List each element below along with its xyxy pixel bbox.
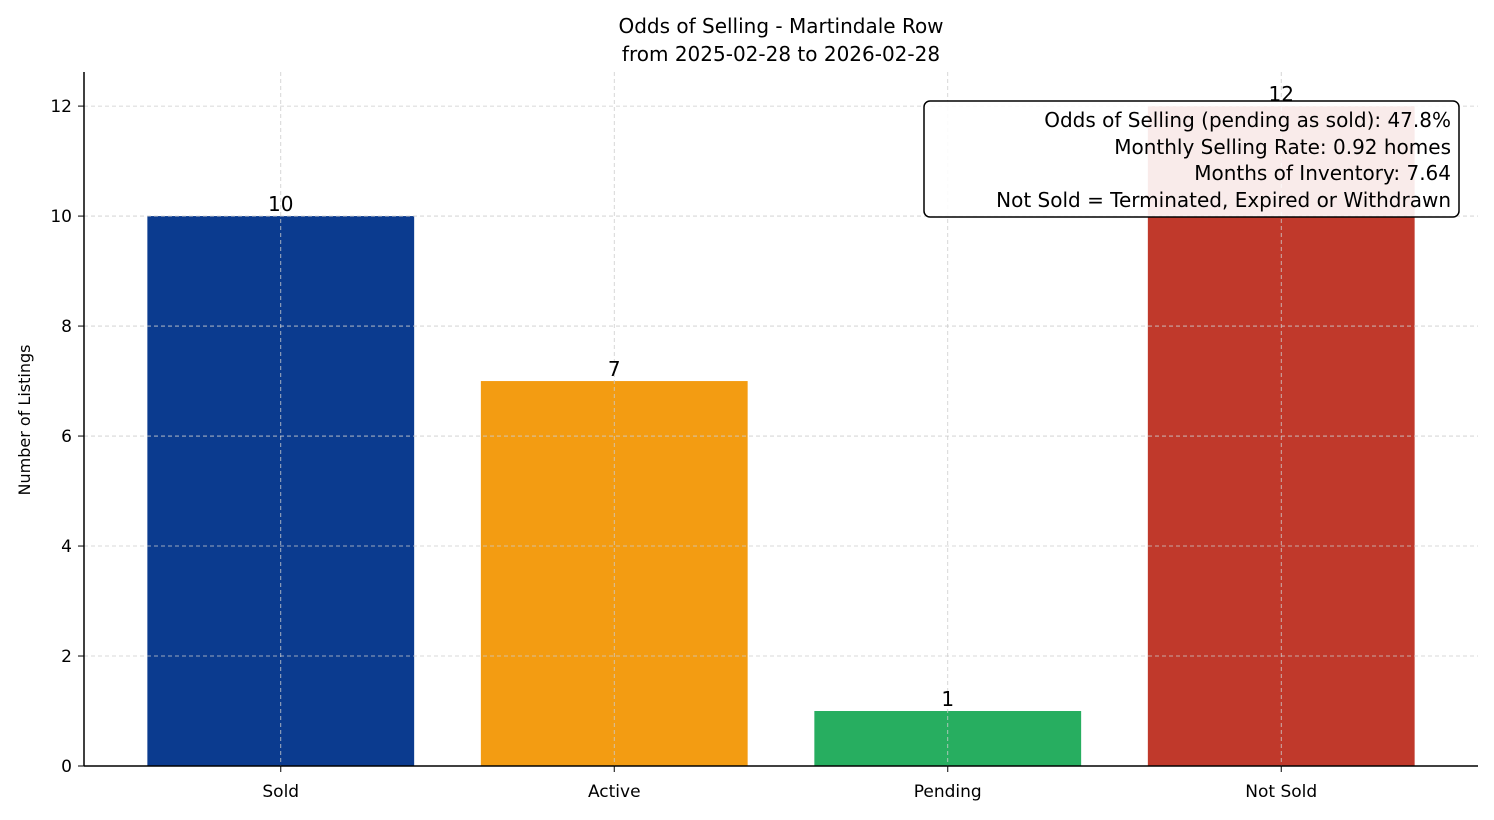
y-tick-label: 12	[50, 97, 72, 117]
y-tick-label: 8	[61, 317, 72, 337]
annotation-line: Not Sold = Terminated, Expired or Withdr…	[996, 188, 1451, 212]
chart-subtitle: from 2025-02-28 to 2026-02-28	[622, 42, 940, 66]
annotation-line: Months of Inventory: 7.64	[1194, 161, 1451, 185]
y-tick-label: 2	[61, 647, 72, 667]
data-label: 10	[268, 192, 293, 216]
y-axis-label: Number of Listings	[15, 345, 34, 496]
x-tick-label: Pending	[914, 782, 982, 802]
annotation-box: Odds of Selling (pending as sold): 47.8%…	[923, 100, 1460, 218]
annotation-line: Odds of Selling (pending as sold): 47.8%	[1044, 108, 1451, 132]
axes-group: Sold Active Pending Not Sold 0 2 4 6 8 10 12	[50, 72, 1478, 802]
y-tick-label: 0	[61, 757, 72, 777]
x-tick-label: Active	[588, 782, 641, 802]
annotation-box-frame	[923, 100, 1460, 218]
data-label: 1	[941, 687, 954, 711]
data-label: 7	[608, 357, 621, 381]
y-tick-label: 6	[61, 427, 72, 447]
y-tick-label: 10	[50, 207, 72, 227]
x-tick-label: Not Sold	[1245, 782, 1317, 802]
y-tick-label: 4	[61, 537, 72, 557]
chart-title: Odds of Selling - Martindale Row	[618, 14, 943, 38]
x-tick-label: Sold	[262, 782, 299, 802]
annotation-line: Monthly Selling Rate: 0.92 homes	[1114, 135, 1451, 159]
